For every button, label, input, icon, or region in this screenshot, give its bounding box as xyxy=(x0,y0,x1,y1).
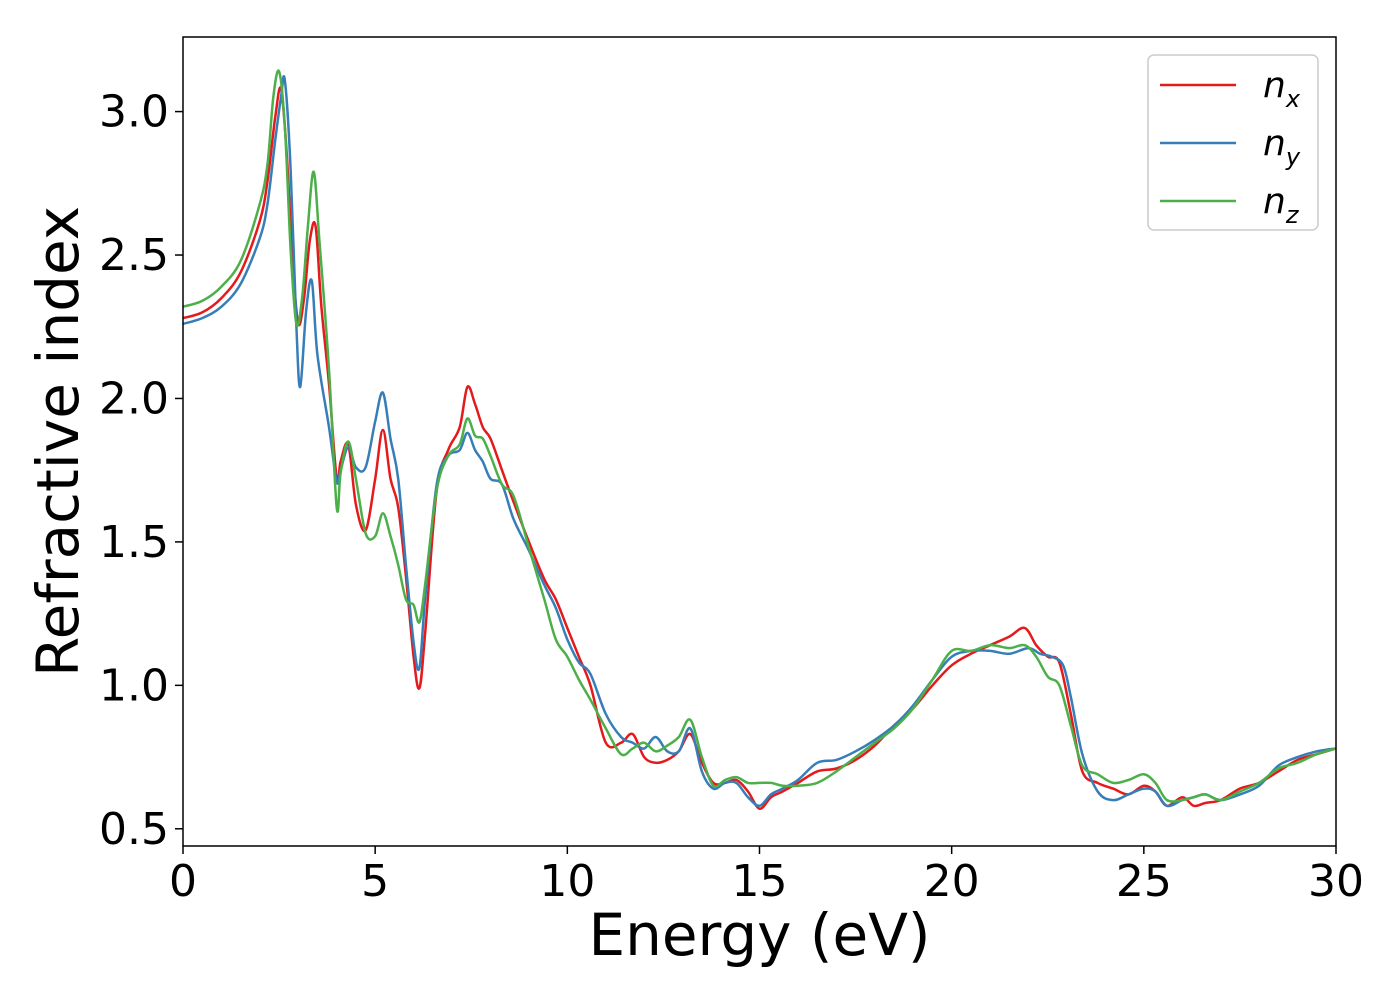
y-tick-label: 3.0 xyxy=(99,87,169,138)
x-axis: 0 5 10 15 20 25 30 xyxy=(169,846,1364,907)
legend-label: nz xyxy=(1263,181,1300,229)
y-axis-label: Refractive index xyxy=(24,206,92,677)
series-line-n-y xyxy=(183,75,1336,808)
y-tick-label: 0.5 xyxy=(99,804,169,855)
x-axis-label: Energy (eV) xyxy=(588,901,930,969)
series-layer xyxy=(183,69,1336,810)
x-tick-label: 15 xyxy=(732,856,788,907)
legend-label: ny xyxy=(1263,123,1301,171)
x-tick-label: 10 xyxy=(539,856,595,907)
y-axis: 0.5 1.0 1.5 2.0 2.5 3.0 xyxy=(99,87,183,855)
x-tick-label: 30 xyxy=(1308,856,1364,907)
series-line-n-z xyxy=(183,69,1336,803)
legend-label: nx xyxy=(1263,65,1301,113)
y-tick-label: 2.0 xyxy=(99,373,169,424)
y-tick-label: 2.5 xyxy=(99,230,169,281)
legend: nx ny nz xyxy=(1147,54,1319,231)
y-tick-label: 1.5 xyxy=(99,517,169,568)
x-tick-label: 0 xyxy=(169,856,197,907)
y-tick-label: 1.0 xyxy=(99,660,169,711)
x-tick-label: 5 xyxy=(361,856,389,907)
x-tick-label: 25 xyxy=(1116,856,1172,907)
x-tick-label: 20 xyxy=(924,856,980,907)
